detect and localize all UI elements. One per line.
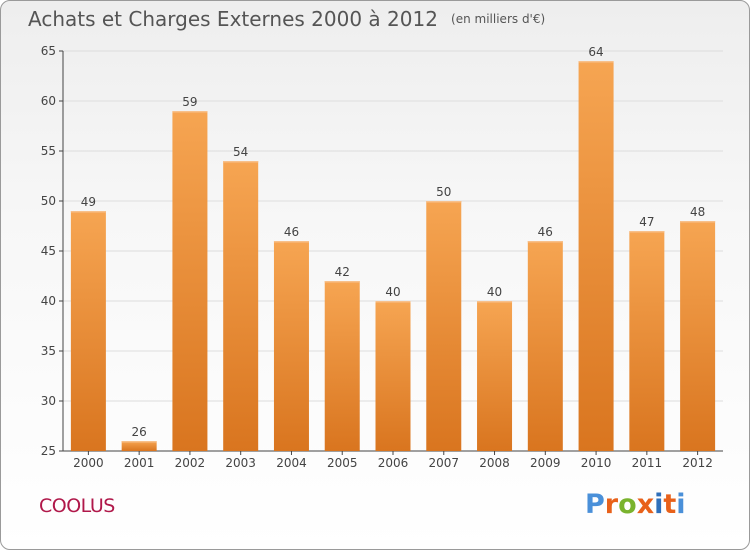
x-tick-label: 2012 (682, 456, 713, 470)
bar (375, 301, 411, 451)
data-label: 47 (639, 215, 654, 229)
data-label: 26 (132, 425, 147, 439)
bar (629, 231, 665, 451)
logo-letter: o (618, 489, 637, 520)
y-tick-label: 55 (41, 144, 56, 158)
bar-top-edge (629, 231, 665, 233)
bar (70, 211, 106, 451)
bar (578, 61, 614, 451)
data-label: 46 (538, 225, 553, 239)
bar-top-edge (70, 211, 106, 213)
data-label: 42 (335, 265, 350, 279)
x-tick-label: 2005 (327, 456, 358, 470)
data-label: 49 (81, 195, 96, 209)
data-label: 54 (233, 145, 248, 159)
data-label: 40 (487, 285, 502, 299)
x-tick-label: 2001 (124, 456, 155, 470)
x-tick-label: 2006 (378, 456, 409, 470)
x-tick-label: 2000 (73, 456, 104, 470)
y-tick-label: 45 (41, 244, 56, 258)
bar (680, 221, 716, 451)
x-tick-label: 2011 (632, 456, 663, 470)
data-label: 50 (436, 185, 451, 199)
bar-top-edge (121, 441, 157, 443)
x-tick-label: 2009 (530, 456, 561, 470)
bar (223, 161, 259, 451)
bar-top-edge (477, 301, 513, 303)
y-tick-label: 50 (41, 194, 56, 208)
y-tick-label: 25 (41, 444, 56, 458)
x-tick-label: 2010 (581, 456, 612, 470)
bar-top-edge (324, 281, 360, 283)
commune-name: COOLUS (39, 495, 115, 517)
bar (477, 301, 513, 451)
logo-letter: i (676, 489, 686, 520)
bar-top-edge (426, 201, 462, 203)
bar-top-edge (680, 221, 716, 223)
x-tick-label: 2007 (428, 456, 459, 470)
bar (273, 241, 309, 451)
y-tick-label: 35 (41, 344, 56, 358)
chart-unit: (en milliers d'€) (451, 12, 546, 26)
bar (426, 201, 462, 451)
logo-letter: P (585, 489, 605, 520)
data-label: 64 (588, 45, 603, 59)
bar-top-edge (578, 61, 614, 63)
x-tick-label: 2008 (479, 456, 510, 470)
bar-top-edge (527, 241, 563, 243)
proxiti-logo: Proxiti (585, 489, 686, 520)
x-tick-label: 2002 (175, 456, 206, 470)
logo-letter: i (654, 489, 664, 520)
bar (324, 281, 360, 451)
y-tick-label: 30 (41, 394, 56, 408)
bar-top-edge (223, 161, 259, 163)
data-label: 59 (182, 95, 197, 109)
chart-title: Achats et Charges Externes 2000 à 2012 (28, 7, 438, 31)
x-tick-label: 2003 (225, 456, 256, 470)
bar-top-edge (172, 111, 208, 113)
logo-letter: t (663, 489, 677, 520)
bar-top-edge (273, 241, 309, 243)
bar (527, 241, 563, 451)
chart-title-block: Achats et Charges Externes 2000 à 2012 (… (28, 7, 545, 31)
bar (121, 441, 157, 451)
data-label: 48 (690, 205, 705, 219)
data-label: 40 (385, 285, 400, 299)
bar-top-edge (375, 301, 411, 303)
data-label: 46 (284, 225, 299, 239)
y-tick-label: 60 (41, 94, 56, 108)
bar (172, 111, 208, 451)
y-tick-label: 65 (41, 44, 56, 58)
y-tick-label: 40 (41, 294, 56, 308)
logo-letter: x (636, 489, 655, 520)
logo-letter: r (604, 489, 619, 520)
x-tick-label: 2004 (276, 456, 307, 470)
